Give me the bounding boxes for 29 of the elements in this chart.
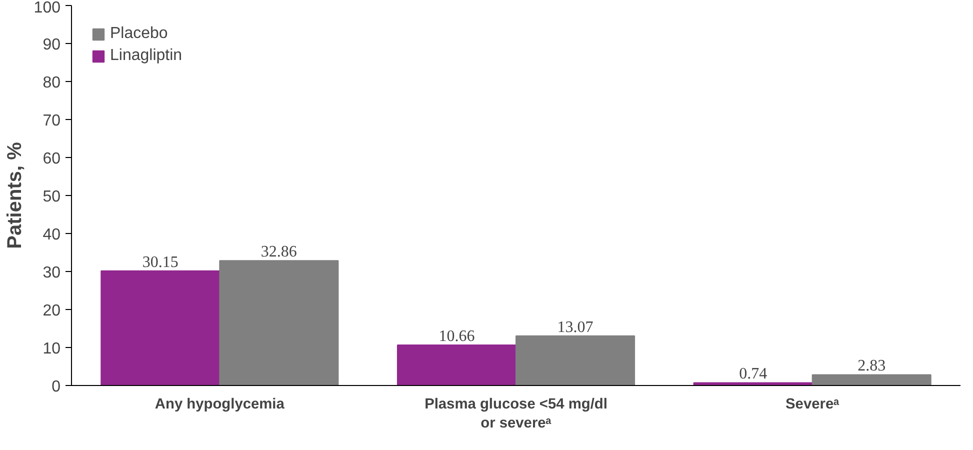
y-tick-label: 60 — [42, 150, 61, 168]
data-label: 32.86 — [260, 244, 297, 261]
legend-label: Linagliptin — [110, 47, 182, 65]
data-label: 30.15 — [142, 254, 178, 271]
x-tick-label: Plasma glucose <54 mg/dl or severeᵃ — [424, 396, 608, 432]
y-tick-label: 40 — [42, 226, 61, 244]
data-label: 10.66 — [438, 328, 475, 345]
bar — [516, 335, 636, 386]
legend-label: Placebo — [110, 25, 168, 43]
bar — [100, 270, 220, 386]
bar — [396, 344, 516, 386]
bar — [812, 374, 932, 386]
y-axis-title: Patients, % — [4, 142, 26, 249]
y-tick-label: 90 — [42, 36, 61, 54]
data-label: 0.74 — [739, 366, 768, 383]
y-tick-label: 30 — [42, 264, 61, 282]
y-tick-label: 10 — [42, 340, 61, 358]
y-tick-label: 100 — [34, 0, 61, 16]
data-label: 13.07 — [557, 318, 594, 336]
x-tick-label: Any hypoglycemia — [154, 396, 286, 412]
y-tick-label: 50 — [42, 188, 61, 206]
bar — [693, 382, 813, 386]
x-tick-label: Severeᵃ — [786, 396, 840, 412]
y-tick-label: 20 — [42, 302, 61, 320]
y-tick-label: 0 — [52, 378, 61, 396]
bar — [219, 260, 339, 386]
data-label: 2.83 — [858, 358, 886, 375]
y-tick-label: 80 — [42, 74, 61, 92]
y-tick-label: 70 — [42, 112, 61, 130]
